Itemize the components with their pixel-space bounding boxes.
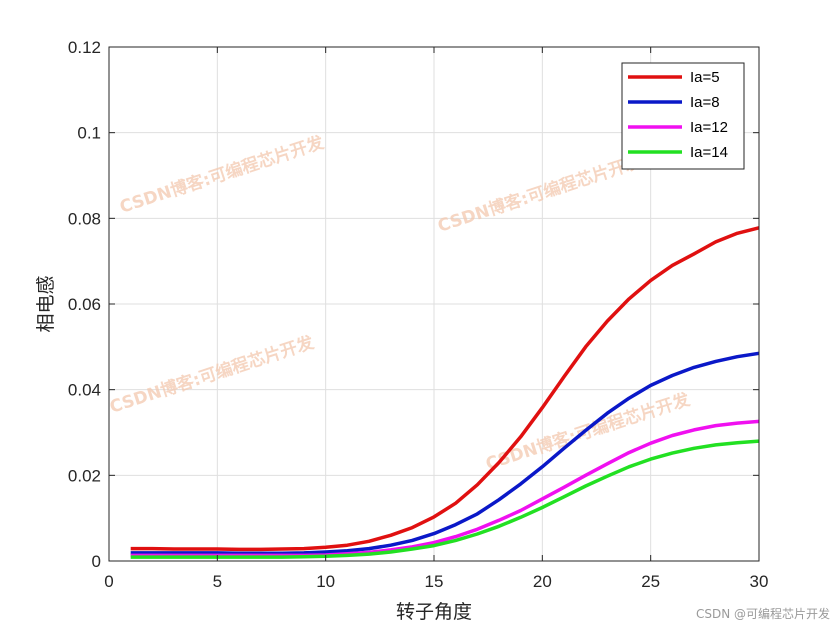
x-tick-label: 30 <box>750 572 769 591</box>
x-axis-title: 转子角度 <box>396 601 472 623</box>
y-tick-label: 0.1 <box>77 124 101 143</box>
legend-label-1: Ia=5 <box>690 69 720 86</box>
legend: Ia=5 Ia=8 Ia=12 Ia=14 <box>621 62 745 170</box>
x-tick-label: 0 <box>104 572 113 591</box>
x-tick-label: 10 <box>316 572 335 591</box>
y-tick-label: 0.04 <box>68 381 101 400</box>
legend-label-2: Ia=8 <box>690 94 720 111</box>
series-line-2 <box>130 351 760 556</box>
legend-label-4: Ia=14 <box>690 144 728 161</box>
x-tick-label: 5 <box>213 572 222 591</box>
x-tick-label: 15 <box>425 572 444 591</box>
tick-labels: 0 5 10 15 20 25 30 0 0.02 0.04 0.06 0.08 0.1 0.12 <box>68 38 769 591</box>
series-line-1 <box>130 226 760 552</box>
series-lines <box>130 226 760 559</box>
series-line-4 <box>130 439 760 559</box>
x-tick-label: 25 <box>641 572 660 591</box>
axes <box>108 46 760 562</box>
y-tick-label: 0.08 <box>68 209 101 228</box>
footer-watermark: CSDN @可编程芯片开发 <box>695 607 830 621</box>
y-tick-label: 0.06 <box>68 295 101 314</box>
legend-label-3: Ia=12 <box>690 119 728 136</box>
y-axis-title: 相电感 <box>35 275 57 332</box>
y-tick-label: 0.02 <box>68 466 101 485</box>
y-tick-label: 0.12 <box>68 38 101 57</box>
x-tick-label: 20 <box>533 572 552 591</box>
y-tick-label: 0 <box>92 552 101 571</box>
